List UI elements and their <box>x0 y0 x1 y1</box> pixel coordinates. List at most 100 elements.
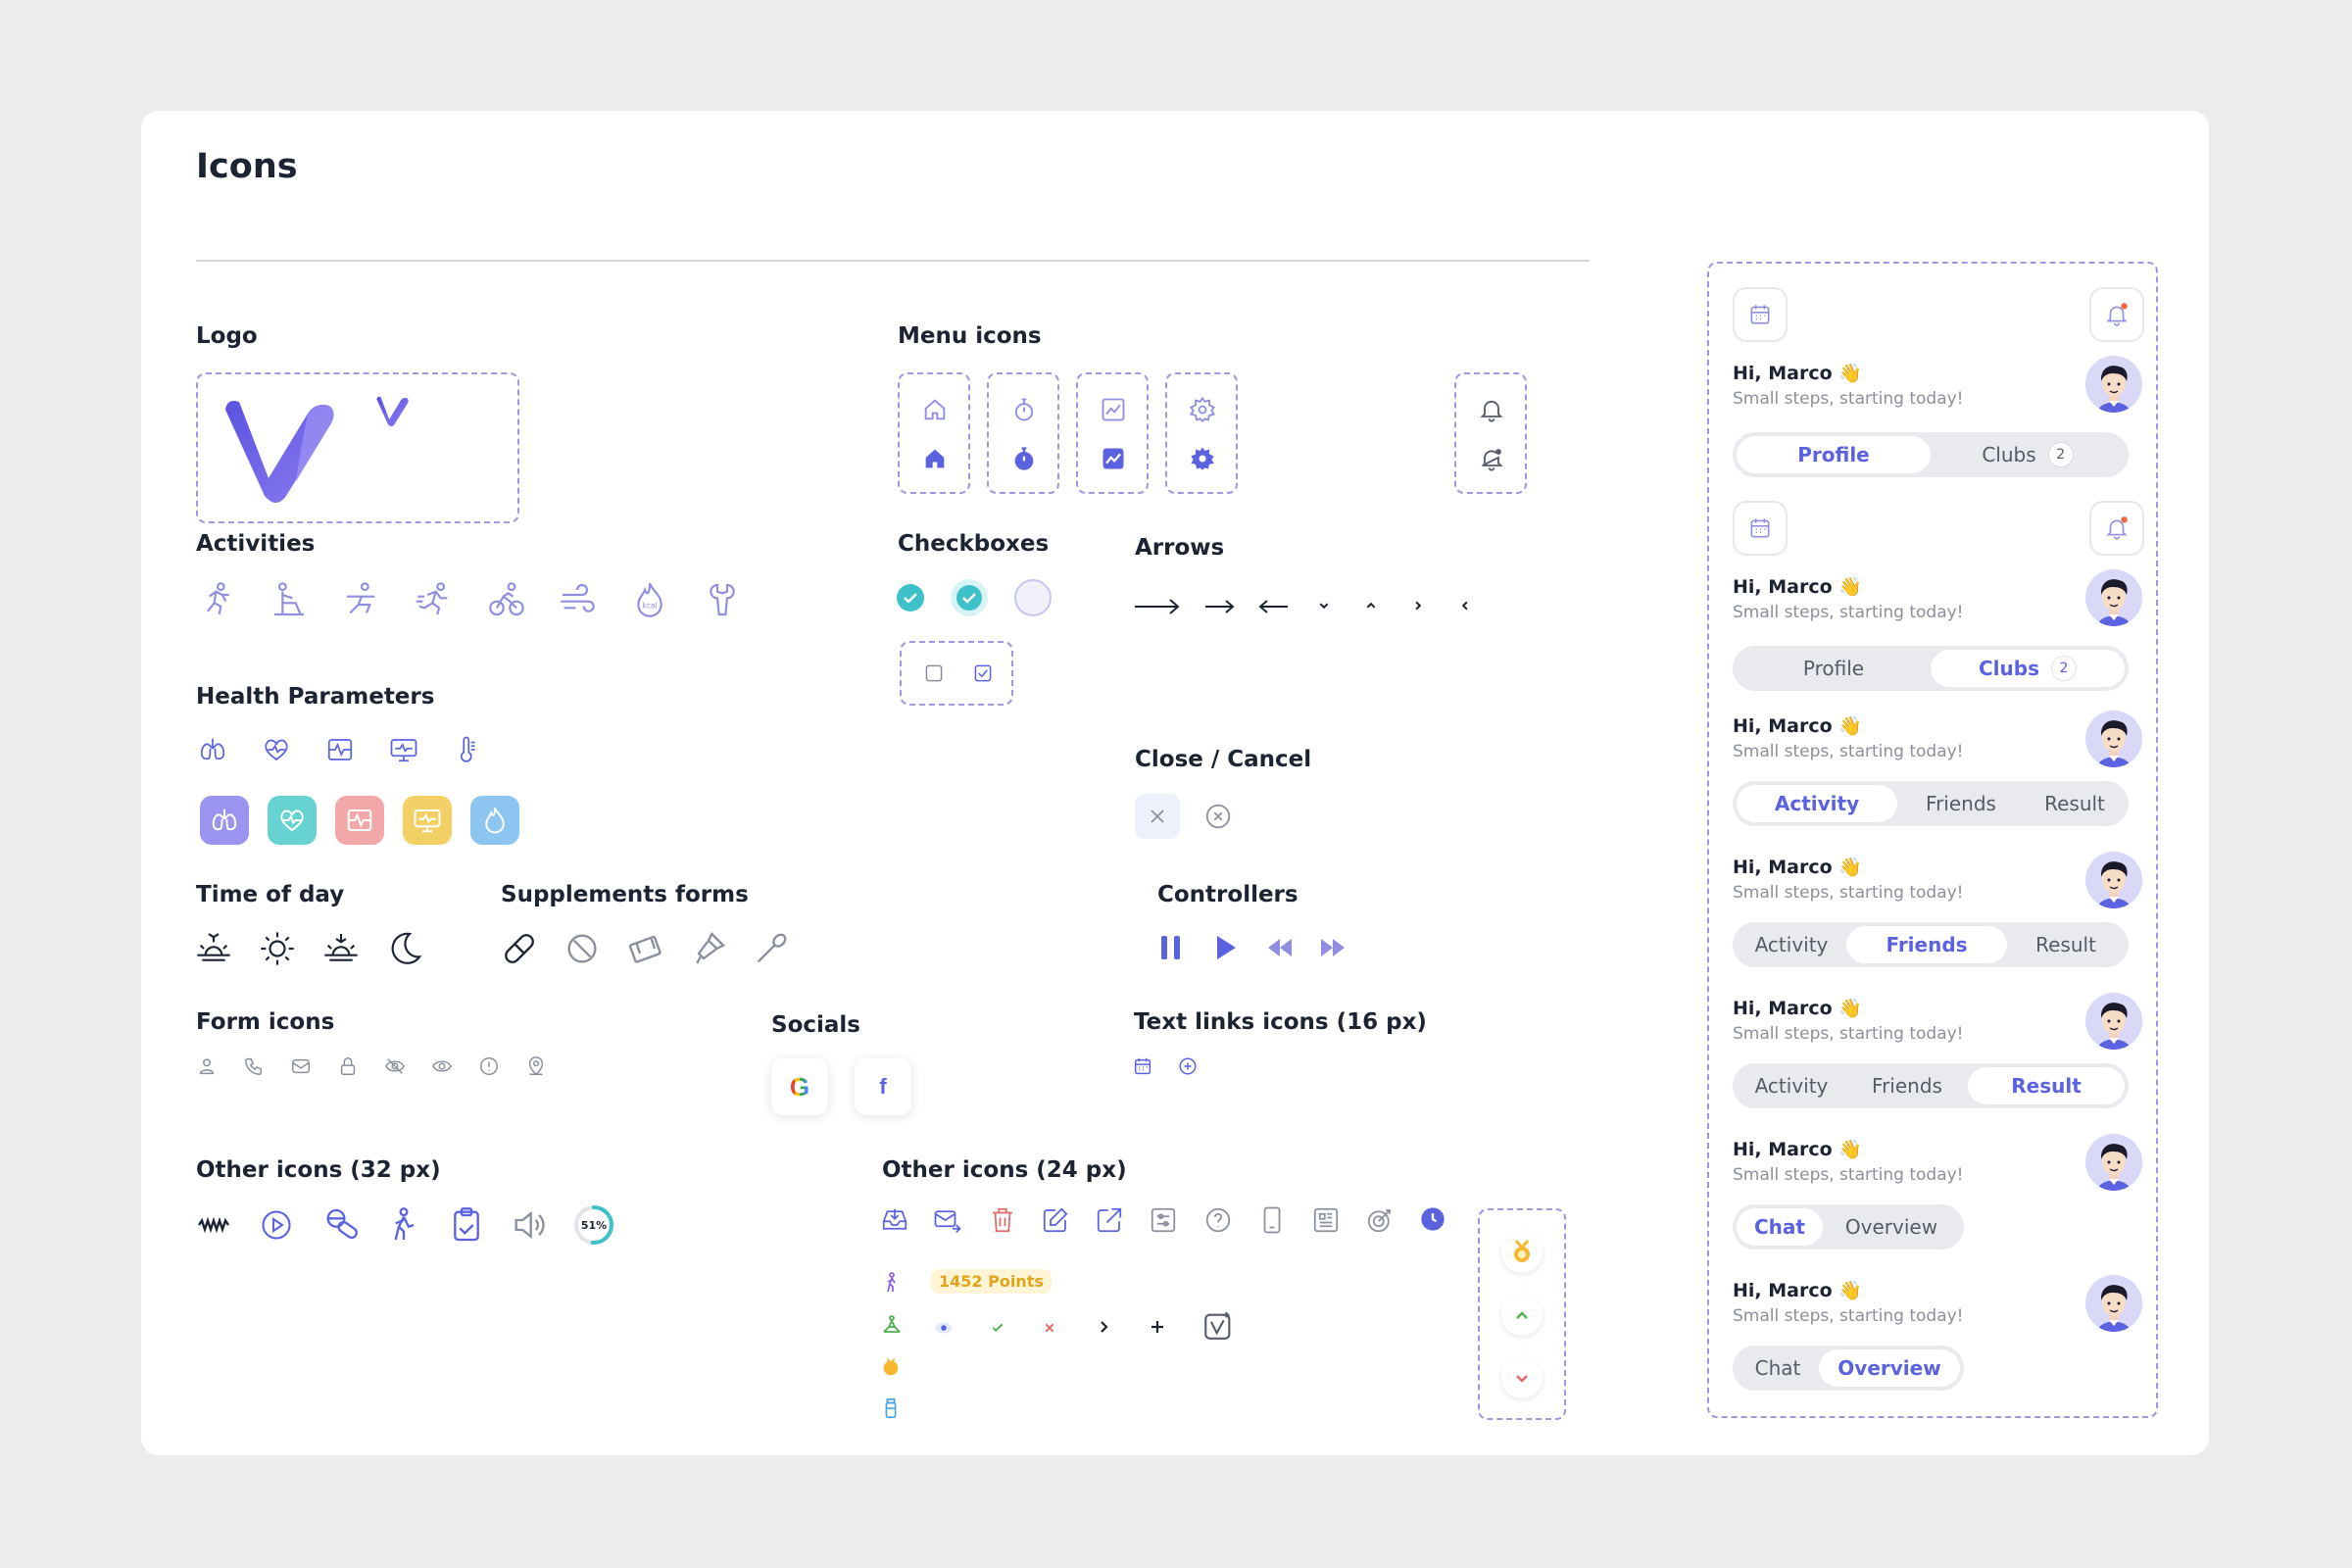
section-title-form-icons: Form icons <box>196 1009 335 1035</box>
arrow-left-icon[interactable] <box>1256 592 1290 621</box>
tab-activity[interactable]: Activity <box>1737 785 1897 822</box>
chart-outline-icon[interactable] <box>1100 396 1127 423</box>
checkbox-checked-focus[interactable] <box>950 578 989 617</box>
tab-chat[interactable]: Chat <box>1754 1356 1801 1380</box>
gear-outline-icon[interactable] <box>1189 396 1216 423</box>
tab-profile[interactable]: Profile <box>1802 657 1865 680</box>
running-icon <box>198 580 237 619</box>
clipboard-icon <box>447 1205 486 1245</box>
chart-filled-icon[interactable] <box>1100 445 1127 472</box>
eye-off-icon[interactable] <box>384 1055 406 1077</box>
chevron-up-icon[interactable] <box>1360 595 1382 616</box>
google-button[interactable]: G <box>771 1058 828 1115</box>
arrow-right-icon[interactable] <box>1203 592 1237 621</box>
tab-result[interactable]: Result <box>1968 1067 2125 1104</box>
bell-icon[interactable] <box>1478 396 1505 423</box>
dropper-icon <box>689 929 728 968</box>
chevron-left-icon[interactable] <box>1454 595 1476 616</box>
notification-button[interactable] <box>2089 287 2144 342</box>
plus-icon[interactable] <box>1146 1315 1169 1339</box>
tab-chat[interactable]: Chat <box>1737 1208 1823 1246</box>
health-tile[interactable] <box>200 796 249 845</box>
check-green-icon <box>987 1317 1008 1339</box>
sunset-icon <box>321 929 361 968</box>
chevron-right-bold-icon[interactable] <box>1092 1315 1115 1339</box>
play-circle-icon[interactable] <box>259 1207 294 1243</box>
tab-clubs[interactable]: Clubs 2 <box>1931 650 2125 687</box>
greeting-subtitle: Small steps, starting today! <box>1733 742 1964 761</box>
facebook-button[interactable]: f <box>855 1058 911 1115</box>
tab-overview[interactable]: Overview <box>1819 1349 1960 1387</box>
avatar[interactable] <box>2085 1275 2142 1332</box>
tab-clubs[interactable]: Clubs 2 <box>1931 436 2125 473</box>
stopwatch-outline-icon[interactable] <box>1010 396 1038 423</box>
checkbox-square-unchecked[interactable] <box>921 661 947 686</box>
play-icon[interactable] <box>1213 933 1239 962</box>
eye-icon[interactable] <box>431 1055 453 1077</box>
tab-friends[interactable]: Friends <box>1872 1074 1942 1098</box>
greeting-subtitle: Small steps, starting today! <box>1733 883 1964 903</box>
sprint-icon <box>415 580 454 619</box>
tab-result[interactable]: Result <box>2035 933 2096 956</box>
health-tile[interactable] <box>470 796 519 845</box>
inbox-download-icon[interactable] <box>880 1205 909 1235</box>
external-link-icon[interactable] <box>1095 1205 1124 1235</box>
chevron-down-red-button[interactable] <box>1501 1357 1543 1398</box>
tab-result[interactable]: Result <box>2044 792 2105 815</box>
target-goal-icon <box>1365 1205 1395 1235</box>
mail-send-icon[interactable] <box>933 1205 962 1235</box>
tablet-icon <box>563 929 602 968</box>
health-tile[interactable] <box>268 796 317 845</box>
home-filled-icon[interactable] <box>921 445 949 472</box>
pause-icon[interactable] <box>1157 933 1185 962</box>
sunrise-icon <box>194 929 233 968</box>
clock-filled-icon <box>1419 1205 1446 1233</box>
edit-icon[interactable] <box>1041 1205 1070 1235</box>
help-circle-icon[interactable] <box>1203 1205 1233 1235</box>
chevron-down-icon[interactable] <box>1313 595 1335 616</box>
tab-friends[interactable]: Friends <box>1926 792 1996 815</box>
section-title-other32: Other icons (32 px) <box>196 1157 441 1183</box>
add-circle-icon[interactable] <box>1177 1055 1199 1077</box>
checkbox-checked-round[interactable] <box>896 583 925 612</box>
medal-button[interactable] <box>1501 1232 1543 1273</box>
calendar-small-icon[interactable] <box>1132 1055 1153 1077</box>
sliders-icon[interactable] <box>1149 1205 1178 1235</box>
fast-forward-icon[interactable] <box>1319 937 1347 958</box>
avatar[interactable] <box>2085 1134 2142 1191</box>
health-tile[interactable] <box>335 796 384 845</box>
avatar[interactable] <box>2085 710 2142 767</box>
tab-activity[interactable]: Activity <box>1754 1074 1829 1098</box>
avatar[interactable] <box>2085 852 2142 908</box>
avatar[interactable] <box>2085 356 2142 413</box>
tab-overview[interactable]: Overview <box>1844 1215 1938 1239</box>
cancel-circle-icon[interactable] <box>1203 802 1233 831</box>
arrow-right-long-icon[interactable] <box>1133 592 1182 621</box>
notification-button[interactable] <box>2089 501 2144 556</box>
tab-activity[interactable]: Activity <box>1754 933 1829 956</box>
gear-filled-icon[interactable] <box>1189 445 1216 472</box>
health-tile[interactable] <box>403 796 452 845</box>
rewind-icon[interactable] <box>1266 937 1294 958</box>
speaker-icon[interactable] <box>510 1205 549 1245</box>
calendar-button[interactable] <box>1733 287 1788 342</box>
pills-icon <box>321 1205 361 1245</box>
avatar[interactable] <box>2085 569 2142 626</box>
profile-clubs-toggle: Profile Clubs 2 <box>1733 432 2129 477</box>
home-outline-icon[interactable] <box>921 396 949 423</box>
section-title-arrows: Arrows <box>1135 535 1225 561</box>
checkbox-unchecked-round[interactable] <box>1013 578 1053 617</box>
calendar-button[interactable] <box>1733 501 1788 556</box>
trash-icon[interactable] <box>988 1205 1017 1235</box>
section-title-other24: Other icons (24 px) <box>882 1157 1127 1183</box>
stopwatch-filled-icon[interactable] <box>1010 445 1038 472</box>
bell-notification-icon[interactable] <box>1478 445 1505 472</box>
chat-overview-toggle: Chat Overview <box>1733 1346 1964 1391</box>
close-button[interactable] <box>1135 794 1180 839</box>
checkbox-square-checked[interactable] <box>970 661 996 686</box>
tab-profile[interactable]: Profile <box>1737 436 1931 473</box>
avatar[interactable] <box>2085 993 2142 1050</box>
tab-friends[interactable]: Friends <box>1846 926 2007 963</box>
chevron-right-icon[interactable] <box>1407 595 1429 616</box>
chevron-up-green-button[interactable] <box>1501 1295 1543 1336</box>
